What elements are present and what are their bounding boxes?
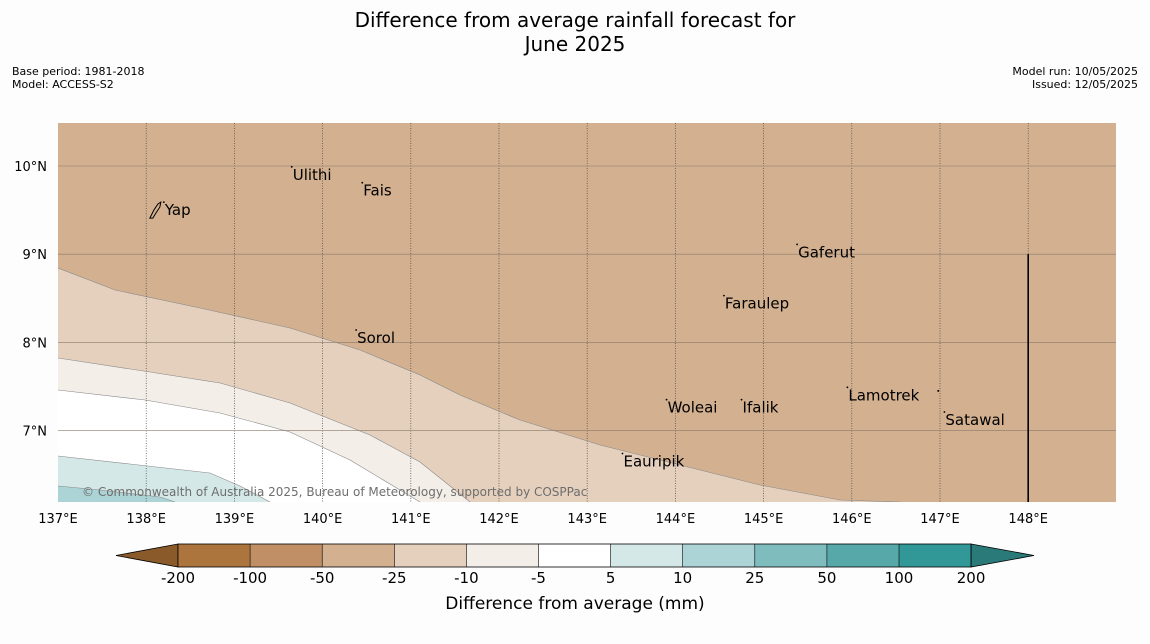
copyright-notice: © Commonwealth of Australia 2025, Bureau… bbox=[82, 485, 587, 499]
lat-tick-label: 9°N bbox=[23, 248, 48, 263]
gridlines bbox=[58, 123, 1116, 502]
title-line-2: June 2025 bbox=[524, 32, 626, 56]
place-label: Ulithi bbox=[293, 166, 332, 184]
lon-tick-label: 137°E bbox=[38, 512, 78, 527]
chart-title: Difference from average rainfall forecas… bbox=[0, 8, 1150, 56]
colorbar-tick-label: 10 bbox=[673, 569, 692, 587]
colorbar-swatch bbox=[250, 544, 323, 567]
island-marker bbox=[723, 294, 725, 297]
island-marker bbox=[621, 452, 624, 455]
colorbar-tick-label: -25 bbox=[382, 569, 407, 587]
colorbar-frame bbox=[177, 543, 972, 568]
colorbar-swatch bbox=[466, 544, 539, 567]
model-name: Model: ACCESS-S2 bbox=[12, 78, 114, 91]
issued-date: Issued: 12/05/2025 bbox=[1031, 78, 1138, 91]
colorbar-tick-label: 25 bbox=[745, 569, 764, 587]
island-marker bbox=[846, 386, 849, 389]
place-label: Sorol bbox=[357, 329, 395, 347]
contour-line bbox=[58, 357, 471, 502]
colorbar-tick-label: -50 bbox=[310, 569, 335, 587]
contour-line bbox=[58, 389, 421, 502]
place-label: Faraulep bbox=[725, 295, 789, 313]
yap-island-shape bbox=[149, 201, 162, 219]
run-info: Model run: 10/05/2025 Issued: 12/05/2025 bbox=[1012, 65, 1138, 91]
island-marker bbox=[937, 389, 940, 392]
contour-line bbox=[58, 267, 901, 502]
colorbar-swatch bbox=[610, 544, 683, 567]
colorbar-tick-label: 100 bbox=[885, 569, 914, 587]
colorbar-swatch bbox=[754, 544, 827, 567]
colorbar-swatch bbox=[899, 544, 972, 567]
lat-tick-label: 7°N bbox=[23, 425, 48, 440]
place-label: Woleai bbox=[668, 399, 718, 417]
lon-tick-label: 140°E bbox=[303, 512, 343, 527]
place-label: Satawal bbox=[945, 411, 1004, 429]
island-marker bbox=[665, 398, 668, 401]
colorbar-swatch bbox=[826, 544, 899, 567]
colorbar-tick-label: 50 bbox=[817, 569, 836, 587]
lat-tick-label: 8°N bbox=[23, 336, 48, 351]
island-marker bbox=[796, 243, 799, 246]
place-labels: Yap Ulithi Fais Sorol Gaferut Faraulep Woleai I… bbox=[149, 165, 1005, 470]
colorbar-swatch bbox=[538, 544, 611, 567]
anomaly-fill bbox=[58, 123, 1116, 502]
contour-line bbox=[58, 485, 176, 502]
colorbar-tick-label: 200 bbox=[957, 569, 986, 587]
title-line-1: Difference from average rainfall forecas… bbox=[354, 8, 796, 32]
colorbar-tick-label: -200 bbox=[161, 569, 195, 587]
colorbar-swatch bbox=[394, 544, 467, 567]
island-marker bbox=[290, 165, 293, 168]
lon-tick-label: 144°E bbox=[656, 512, 696, 527]
model-run: Model run: 10/05/2025 bbox=[1012, 65, 1138, 78]
place-label: Yap bbox=[164, 201, 191, 219]
colorbar-label: Difference from average (mm) bbox=[445, 594, 705, 614]
colorbar-swatch bbox=[178, 544, 251, 567]
band-5-to-10 bbox=[58, 456, 270, 502]
contour-lines bbox=[58, 267, 901, 502]
lon-tick-label: 143°E bbox=[567, 512, 607, 527]
island-marker bbox=[361, 181, 364, 184]
colorbar-extend-low bbox=[115, 543, 179, 568]
colorbar-tick-label: 5 bbox=[606, 569, 616, 587]
band-10-to-25 bbox=[58, 486, 175, 502]
base-info: Base period: 1981-2018 Model: ACCESS-S2 bbox=[12, 65, 144, 91]
latitude-tick-labels: 10°N 9°N 8°N 7°N bbox=[14, 160, 47, 440]
lon-tick-label: 145°E bbox=[744, 512, 784, 527]
place-label: Gaferut bbox=[798, 243, 855, 261]
colorbar-swatch bbox=[322, 544, 395, 567]
longitude-tick-labels: 137°E 138°E 139°E 140°E 141°E 142°E 143°E 144°E… bbox=[38, 512, 1048, 527]
lon-tick-label: 139°E bbox=[215, 512, 255, 527]
lon-tick-label: 146°E bbox=[832, 512, 872, 527]
lon-tick-label: 141°E bbox=[391, 512, 431, 527]
colorbar-swatch bbox=[682, 544, 755, 567]
colorbar-tick-label: -10 bbox=[454, 569, 479, 587]
lon-tick-label: 138°E bbox=[126, 512, 166, 527]
lon-tick-label: 142°E bbox=[479, 512, 519, 527]
colorbar-tick-label: -5 bbox=[531, 569, 546, 587]
island-marker bbox=[355, 329, 358, 331]
colorbar-tick-label: -100 bbox=[233, 569, 267, 587]
place-label: Lamotrek bbox=[848, 386, 919, 404]
lon-tick-label: 147°E bbox=[920, 512, 960, 527]
colorbar: -200 -100 -50 -25 -10 -5 5 10 25 50 100 200 bbox=[115, 543, 1035, 587]
island-marker bbox=[162, 201, 165, 204]
island-marker bbox=[740, 398, 743, 401]
place-label: Eauripik bbox=[623, 452, 684, 470]
place-label: Fais bbox=[363, 182, 392, 200]
contour-line bbox=[58, 455, 271, 502]
island-marker bbox=[943, 411, 946, 413]
colorbar-extend-high bbox=[970, 543, 1035, 568]
base-period: Base period: 1981-2018 bbox=[12, 65, 145, 78]
lat-tick-label: 10°N bbox=[14, 160, 47, 175]
lon-tick-label: 148°E bbox=[1008, 512, 1048, 527]
place-label: Ifalik bbox=[743, 399, 779, 417]
